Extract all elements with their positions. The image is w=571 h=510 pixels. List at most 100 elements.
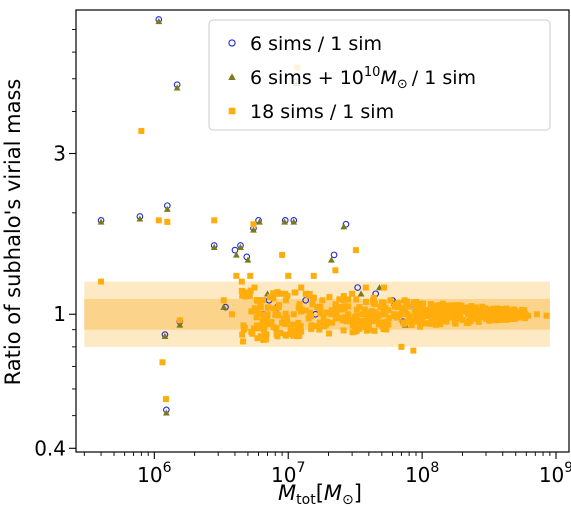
cloud-point-233 xyxy=(484,316,491,323)
cloud-point-309 xyxy=(353,306,360,313)
cloud-point-187 xyxy=(443,318,450,325)
point-s3-84 xyxy=(533,311,540,318)
cloud-point-138 xyxy=(479,303,486,310)
cloud-point-314 xyxy=(316,326,323,333)
point-s2-6 xyxy=(163,205,171,212)
point-s3-13 xyxy=(247,272,254,279)
cloud-point-96 xyxy=(323,309,330,316)
cloud-point-154 xyxy=(406,318,413,325)
cloud-point-268 xyxy=(453,305,460,312)
cloud-point-210 xyxy=(257,333,264,340)
cloud-point-400 xyxy=(240,326,247,333)
cloud-point-352 xyxy=(371,327,378,334)
cloud-point-70 xyxy=(270,290,277,297)
cloud-point-202 xyxy=(413,298,420,305)
cloud-point-112 xyxy=(308,313,315,320)
cloud-point-409 xyxy=(296,332,303,339)
x-tick-label-3: 108 xyxy=(405,460,439,487)
cloud-point-24 xyxy=(358,322,365,329)
point-s2-19 xyxy=(281,218,289,225)
cloud-point-60 xyxy=(239,288,246,295)
point-s2-24 xyxy=(327,256,335,263)
point-s2-15 xyxy=(256,218,263,225)
point-s3-40 xyxy=(349,290,356,297)
x-tick-label-1: 106 xyxy=(137,460,171,487)
cloud-point-83 xyxy=(295,319,302,326)
point-s3-12 xyxy=(238,278,245,285)
cloud-point-415 xyxy=(505,309,512,316)
cloud-point-239 xyxy=(403,302,410,309)
cloud-point-285 xyxy=(432,321,439,328)
cloud-point-30 xyxy=(342,314,349,321)
cloud-point-397 xyxy=(438,316,445,323)
cloud-point-338 xyxy=(287,326,294,333)
point-s3-14 xyxy=(250,221,257,228)
cloud-point-335 xyxy=(370,295,377,302)
cloud-point-340 xyxy=(522,310,529,317)
cloud-point-367 xyxy=(306,290,313,297)
cloud-point-65 xyxy=(314,323,321,330)
cloud-point-413 xyxy=(274,290,281,297)
cloud-point-357 xyxy=(308,322,315,329)
cloud-point-417 xyxy=(365,318,372,325)
point-s3-38 xyxy=(340,297,347,304)
cloud-point-301 xyxy=(329,319,336,326)
point-s3-1 xyxy=(98,278,105,285)
cloud-point-296 xyxy=(365,313,372,320)
cloud-point-295 xyxy=(295,323,302,330)
legend-entry-2-unit: M xyxy=(380,67,396,89)
legend-marker-2 xyxy=(228,73,236,80)
cloud-point-211 xyxy=(339,317,346,324)
point-s2-9 xyxy=(210,243,218,251)
point-s2-7 xyxy=(173,84,181,91)
cloud-point-373 xyxy=(435,308,442,315)
point-s3-3 xyxy=(155,217,162,224)
cloud-point-269 xyxy=(378,299,385,306)
cloud-point-419 xyxy=(463,308,470,315)
cloud-point-237 xyxy=(250,325,257,332)
point-s1-26 xyxy=(354,284,362,291)
point-s2-13 xyxy=(244,256,252,263)
point-s3-41 xyxy=(352,247,359,254)
cloud-point-388 xyxy=(466,305,473,312)
point-s3-15 xyxy=(251,284,258,291)
cloud-point-325 xyxy=(271,305,278,312)
point-s2-2 xyxy=(136,215,144,222)
cloud-point-71 xyxy=(276,302,283,309)
cloud-point-376 xyxy=(248,308,255,315)
cloud-point-248 xyxy=(323,321,330,328)
cloud-point-178 xyxy=(496,316,503,323)
x-label-sub: tot xyxy=(296,492,316,508)
point-s2-4 xyxy=(161,332,169,340)
point-s3-9 xyxy=(220,297,227,304)
cloud-point-256 xyxy=(487,309,494,316)
cloud-point-311 xyxy=(246,292,253,299)
cloud-point-263 xyxy=(267,294,274,301)
cloud-point-279 xyxy=(459,317,466,324)
cloud-point-197 xyxy=(254,335,261,342)
legend-markers xyxy=(228,39,236,115)
cloud-point-31 xyxy=(333,309,340,316)
cloud-point-209 xyxy=(379,323,386,330)
cloud-point-407 xyxy=(308,325,315,332)
point-s3-49 xyxy=(381,284,388,291)
cloud-point-362 xyxy=(407,313,414,320)
y-tick-label-3: 3 xyxy=(53,142,66,166)
legend: 6 sims / 1 sim 6 sims + 1010M⊙ / 1 sim 18… xyxy=(208,19,551,131)
point-s2-26 xyxy=(357,290,365,297)
cloud-point-317 xyxy=(242,293,249,300)
cloud-point-220 xyxy=(421,313,428,320)
point-s3-11 xyxy=(233,272,240,279)
cloud-point-315 xyxy=(455,314,462,321)
legend-box xyxy=(208,19,551,131)
cloud-point-322 xyxy=(317,310,324,317)
cloud-point-125 xyxy=(356,317,363,324)
cloud-point-324 xyxy=(463,320,470,327)
cloud-point-306 xyxy=(494,305,501,312)
cloud-point-342 xyxy=(383,326,390,333)
cloud-point-170 xyxy=(406,303,413,310)
cloud-point-195 xyxy=(279,319,286,326)
y-tick-label-2: 1 xyxy=(53,302,66,326)
point-s3-85 xyxy=(543,312,550,319)
cloud-point-297 xyxy=(252,307,259,314)
